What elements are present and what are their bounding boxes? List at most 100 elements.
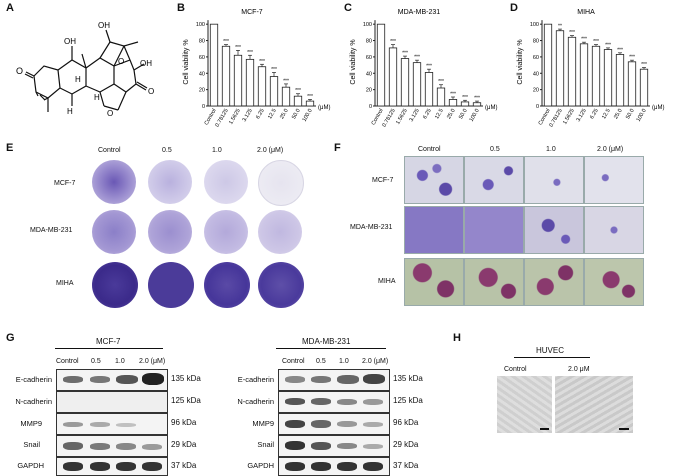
atom-o: O xyxy=(118,57,124,66)
protein-label: N-cadherin xyxy=(15,397,52,406)
bar xyxy=(257,66,267,107)
y-tick-label: 60 xyxy=(366,55,372,61)
y-tick-label: 40 xyxy=(533,71,539,77)
kda-label: 96 kDa xyxy=(171,418,197,427)
category-label: 25.0 xyxy=(446,108,457,120)
category-label: 100.0 xyxy=(636,108,648,123)
significance-label: *** xyxy=(450,92,456,98)
category-label: 6.25 xyxy=(589,108,600,120)
atom-oh: OH xyxy=(64,37,76,46)
kda-label: 125 kDa xyxy=(171,396,201,405)
significance-label: *** xyxy=(593,39,599,45)
lane-label-2-0: 2.0 (μM) xyxy=(362,358,389,365)
protein-label: N-cadherin xyxy=(237,397,274,406)
kda-label: 29 kDa xyxy=(393,440,419,449)
colony-dish-mcf7-control xyxy=(92,160,136,204)
category-label: 50.0 xyxy=(458,108,469,120)
category-label: 25.0 xyxy=(279,108,290,120)
atom-oh: OH xyxy=(98,21,110,30)
atom-o: O xyxy=(16,66,23,76)
chemical-structure: O OH OH O OH O O H H H xyxy=(16,21,154,118)
atom-h: H xyxy=(94,93,100,102)
row-label-mcf7: MCF-7 xyxy=(54,180,76,187)
blot-ecadherin-mdamb231 xyxy=(278,369,390,391)
significance-label: *** xyxy=(474,96,480,102)
kda-label: 135 kDa xyxy=(393,374,423,383)
blot-title-mcf7: MCF-7 xyxy=(96,337,121,346)
kda-label: 29 kDa xyxy=(171,440,197,449)
blot-title-underline xyxy=(55,348,163,349)
blot-ncadherin-mcf7 xyxy=(56,391,168,413)
huvec-label-control: Control xyxy=(504,366,527,373)
lane-label-control: Control xyxy=(282,358,305,365)
col-header-2-0: 2.0 (μM) xyxy=(257,147,284,154)
col-header-control: Control xyxy=(418,146,441,153)
micrograph-miha-1-0 xyxy=(524,258,584,306)
col-header-0-5: 0.5 xyxy=(490,146,500,153)
micrograph-mdamb231-1-0 xyxy=(524,206,584,254)
blot-title-underline xyxy=(276,348,386,349)
y-tick-label: 100 xyxy=(196,22,205,28)
significance-label: *** xyxy=(271,67,277,73)
col-header-control: Control xyxy=(98,147,121,154)
y-tick-label: 0 xyxy=(369,104,372,110)
significance-label: *** xyxy=(307,94,313,100)
significance-label: *** xyxy=(247,50,253,56)
significance-label: *** xyxy=(641,62,647,68)
y-axis-label: Cell viability % xyxy=(350,39,357,84)
bar xyxy=(627,61,637,107)
y-tick-label: 60 xyxy=(533,55,539,61)
bar xyxy=(400,58,410,107)
col-header-2-0: 2.0 (μM) xyxy=(597,146,624,153)
col-header-1-0: 1.0 xyxy=(212,147,222,154)
significance-label: *** xyxy=(617,47,623,53)
kda-label: 96 kDa xyxy=(393,418,419,427)
huvec-title-underline xyxy=(514,357,590,358)
row-label-mcf7: MCF-7 xyxy=(372,177,394,184)
category-label: 12.5 xyxy=(267,108,278,120)
micrograph-mcf7-control xyxy=(404,156,464,204)
blot-mmp9-mcf7 xyxy=(56,413,168,435)
significance-label: *** xyxy=(569,30,575,36)
significance-label: *** xyxy=(462,95,468,101)
category-label: 100.0 xyxy=(302,108,314,123)
y-tick-label: 20 xyxy=(199,88,205,94)
huvec-image-control xyxy=(497,376,552,433)
y-tick-label: 80 xyxy=(533,39,539,45)
protein-label: Snail xyxy=(257,440,274,449)
huvec-label-2-0: 2.0 μM xyxy=(568,366,590,373)
bar xyxy=(543,23,553,107)
unit-label: (μM) xyxy=(318,105,330,111)
micrograph-mcf7-2-0 xyxy=(584,156,644,204)
micrograph-mdamb231-control xyxy=(404,206,464,254)
panel-label-a: A xyxy=(6,2,14,14)
significance-label: ** xyxy=(558,24,562,30)
lane-label-2-0: 2.0 (μM) xyxy=(139,358,166,365)
bar xyxy=(567,36,577,107)
row-label-mdamb231: MDA-MB-231 xyxy=(350,224,393,231)
significance-label: *** xyxy=(438,79,444,85)
category-label: 12.5 xyxy=(434,108,445,120)
colony-dish-mdamb231-control xyxy=(92,210,136,254)
protein-label: Snail xyxy=(23,440,40,449)
y-tick-label: 20 xyxy=(366,88,372,94)
panel-label-g: G xyxy=(6,332,15,344)
atom-o: O xyxy=(148,87,154,96)
protein-label: GAPDH xyxy=(247,461,274,470)
micrograph-miha-2-0 xyxy=(584,258,644,306)
row-label-miha: MIHA xyxy=(378,278,396,285)
atom-h: H xyxy=(67,107,73,116)
scale-bar xyxy=(540,428,549,430)
significance-label: *** xyxy=(295,88,301,94)
micrograph-miha-control xyxy=(404,258,464,306)
y-tick-label: 100 xyxy=(530,22,539,28)
colony-dish-mdamb231-0-5 xyxy=(148,210,192,254)
blot-gapdh-mdamb231 xyxy=(278,457,390,476)
significance-label: *** xyxy=(223,39,229,45)
significance-label: *** xyxy=(426,64,432,70)
significance-label: *** xyxy=(235,45,241,51)
protein-label: GAPDH xyxy=(17,461,44,470)
